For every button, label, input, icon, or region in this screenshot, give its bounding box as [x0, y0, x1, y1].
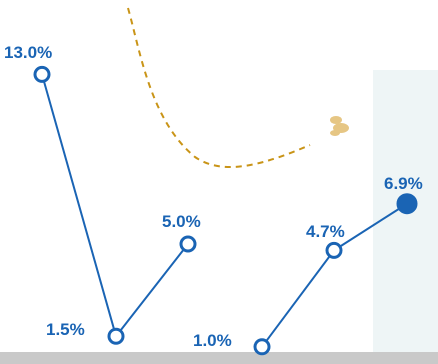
data-label-5-0: 5.0%	[162, 212, 201, 231]
data-label-6-9: 6.9%	[384, 174, 423, 193]
series-2-segment-2	[333, 202, 408, 252]
data-label-13-0: 13.0%	[4, 43, 52, 62]
series-1-point-1	[33, 65, 51, 83]
series-lines	[41, 74, 408, 348]
decorative-sparkle-icon	[330, 116, 349, 136]
data-label-1-5: 1.5%	[46, 320, 85, 339]
series-points	[33, 65, 418, 356]
series-1-segment-2	[115, 243, 189, 337]
data-label-4-7: 4.7%	[306, 222, 345, 241]
series-1-segment-1	[41, 74, 117, 337]
series-1-point-3	[179, 235, 197, 253]
series-2-point-2	[325, 241, 343, 259]
data-label-1-0: 1.0%	[193, 331, 232, 350]
chart-baseline	[0, 352, 438, 364]
data-labels: 13.0% 1.5% 5.0% 1.0% 4.7% 6.9%	[4, 43, 423, 350]
series-2-point-3	[396, 193, 418, 215]
series-2-segment-1	[261, 249, 335, 348]
series-2-point-1	[253, 338, 271, 356]
dashed-trend-curve	[127, 7, 311, 168]
series-1-point-2	[107, 327, 125, 345]
